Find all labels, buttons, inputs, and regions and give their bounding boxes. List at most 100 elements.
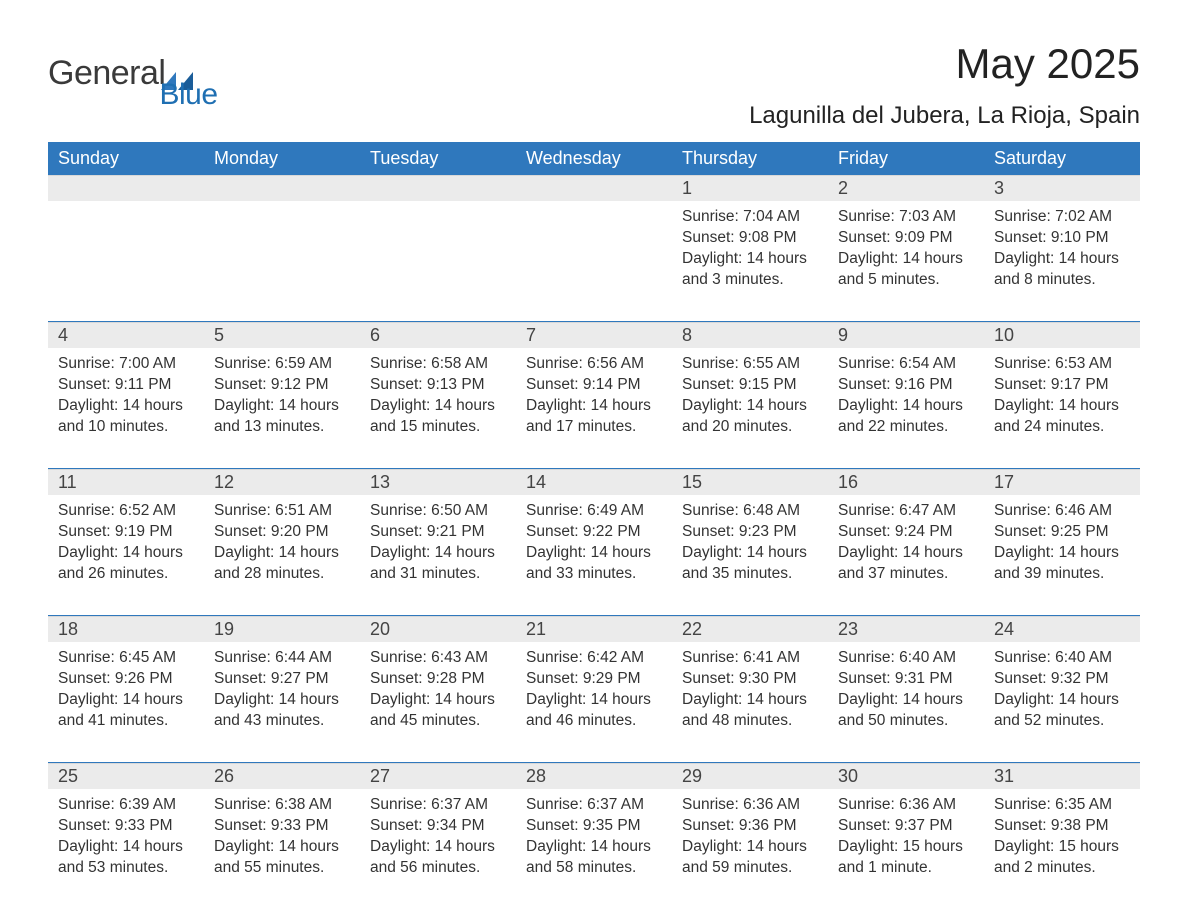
sunrise-line: Sunrise: 6:39 AM	[58, 795, 194, 816]
day-number: 15	[672, 469, 828, 495]
day-cell: 23Sunrise: 6:40 AMSunset: 9:31 PMDayligh…	[828, 616, 984, 744]
day-body: Sunrise: 6:54 AMSunset: 9:16 PMDaylight:…	[828, 348, 984, 442]
daylight-line: Daylight: 14 hours and 10 minutes.	[58, 396, 194, 438]
sunrise-line: Sunrise: 6:43 AM	[370, 648, 506, 669]
day-number: 21	[516, 616, 672, 642]
sunset-line: Sunset: 9:33 PM	[214, 816, 350, 837]
day-cell: .	[204, 175, 360, 303]
sunset-line: Sunset: 9:31 PM	[838, 669, 974, 690]
day-number: .	[360, 175, 516, 201]
week-row: 4Sunrise: 7:00 AMSunset: 9:11 PMDaylight…	[48, 321, 1140, 450]
day-cell: 24Sunrise: 6:40 AMSunset: 9:32 PMDayligh…	[984, 616, 1140, 744]
sunset-line: Sunset: 9:33 PM	[58, 816, 194, 837]
day-cell: 18Sunrise: 6:45 AMSunset: 9:26 PMDayligh…	[48, 616, 204, 744]
daylight-line: Daylight: 14 hours and 55 minutes.	[214, 837, 350, 879]
day-body: Sunrise: 6:44 AMSunset: 9:27 PMDaylight:…	[204, 642, 360, 736]
day-body: Sunrise: 7:04 AMSunset: 9:08 PMDaylight:…	[672, 201, 828, 295]
day-number: 18	[48, 616, 204, 642]
sunset-line: Sunset: 9:35 PM	[526, 816, 662, 837]
week-row: 18Sunrise: 6:45 AMSunset: 9:26 PMDayligh…	[48, 615, 1140, 744]
daylight-line: Daylight: 14 hours and 58 minutes.	[526, 837, 662, 879]
sunrise-line: Sunrise: 6:49 AM	[526, 501, 662, 522]
day-number: 17	[984, 469, 1140, 495]
day-number: 12	[204, 469, 360, 495]
sunrise-line: Sunrise: 6:35 AM	[994, 795, 1130, 816]
daylight-line: Daylight: 14 hours and 31 minutes.	[370, 543, 506, 585]
sunrise-line: Sunrise: 6:40 AM	[838, 648, 974, 669]
day-number: 1	[672, 175, 828, 201]
sunrise-line: Sunrise: 6:36 AM	[838, 795, 974, 816]
sunrise-line: Sunrise: 6:56 AM	[526, 354, 662, 375]
day-number: 4	[48, 322, 204, 348]
sunrise-line: Sunrise: 7:03 AM	[838, 207, 974, 228]
daylight-line: Daylight: 14 hours and 5 minutes.	[838, 249, 974, 291]
sunset-line: Sunset: 9:21 PM	[370, 522, 506, 543]
day-number: .	[204, 175, 360, 201]
daylight-line: Daylight: 14 hours and 22 minutes.	[838, 396, 974, 438]
day-cell: 6Sunrise: 6:58 AMSunset: 9:13 PMDaylight…	[360, 322, 516, 450]
dow-cell: Tuesday	[360, 142, 516, 175]
brand-word1: General	[48, 56, 165, 90]
sunset-line: Sunset: 9:36 PM	[682, 816, 818, 837]
daylight-line: Daylight: 14 hours and 41 minutes.	[58, 690, 194, 732]
day-cell: 31Sunrise: 6:35 AMSunset: 9:38 PMDayligh…	[984, 763, 1140, 891]
day-body: Sunrise: 6:35 AMSunset: 9:38 PMDaylight:…	[984, 789, 1140, 883]
day-number: 31	[984, 763, 1140, 789]
dow-row: SundayMondayTuesdayWednesdayThursdayFrid…	[48, 142, 1140, 175]
day-number: 25	[48, 763, 204, 789]
sunset-line: Sunset: 9:11 PM	[58, 375, 194, 396]
day-cell: 14Sunrise: 6:49 AMSunset: 9:22 PMDayligh…	[516, 469, 672, 597]
sunset-line: Sunset: 9:13 PM	[370, 375, 506, 396]
sunrise-line: Sunrise: 6:44 AM	[214, 648, 350, 669]
day-number: 10	[984, 322, 1140, 348]
day-cell: 8Sunrise: 6:55 AMSunset: 9:15 PMDaylight…	[672, 322, 828, 450]
sunrise-line: Sunrise: 6:52 AM	[58, 501, 194, 522]
daylight-line: Daylight: 14 hours and 15 minutes.	[370, 396, 506, 438]
title-block: May 2025 Lagunilla del Jubera, La Rioja,…	[749, 40, 1140, 138]
sunrise-line: Sunrise: 6:58 AM	[370, 354, 506, 375]
sunset-line: Sunset: 9:09 PM	[838, 228, 974, 249]
day-cell: 21Sunrise: 6:42 AMSunset: 9:29 PMDayligh…	[516, 616, 672, 744]
week-row: 11Sunrise: 6:52 AMSunset: 9:19 PMDayligh…	[48, 468, 1140, 597]
day-cell: 10Sunrise: 6:53 AMSunset: 9:17 PMDayligh…	[984, 322, 1140, 450]
sunset-line: Sunset: 9:24 PM	[838, 522, 974, 543]
sunset-line: Sunset: 9:37 PM	[838, 816, 974, 837]
day-cell: 27Sunrise: 6:37 AMSunset: 9:34 PMDayligh…	[360, 763, 516, 891]
brand-logo: General Blue	[48, 40, 262, 90]
day-cell: 22Sunrise: 6:41 AMSunset: 9:30 PMDayligh…	[672, 616, 828, 744]
month-title: May 2025	[749, 40, 1140, 88]
day-number: 7	[516, 322, 672, 348]
day-cell: 17Sunrise: 6:46 AMSunset: 9:25 PMDayligh…	[984, 469, 1140, 597]
day-body: Sunrise: 6:58 AMSunset: 9:13 PMDaylight:…	[360, 348, 516, 442]
day-cell: 3Sunrise: 7:02 AMSunset: 9:10 PMDaylight…	[984, 175, 1140, 303]
day-body: Sunrise: 6:55 AMSunset: 9:15 PMDaylight:…	[672, 348, 828, 442]
day-body: Sunrise: 6:36 AMSunset: 9:36 PMDaylight:…	[672, 789, 828, 883]
day-number: 30	[828, 763, 984, 789]
day-cell: 26Sunrise: 6:38 AMSunset: 9:33 PMDayligh…	[204, 763, 360, 891]
sunset-line: Sunset: 9:14 PM	[526, 375, 662, 396]
day-number: 20	[360, 616, 516, 642]
sunrise-line: Sunrise: 6:53 AM	[994, 354, 1130, 375]
day-body: Sunrise: 7:03 AMSunset: 9:09 PMDaylight:…	[828, 201, 984, 295]
sunset-line: Sunset: 9:34 PM	[370, 816, 506, 837]
day-cell: 11Sunrise: 6:52 AMSunset: 9:19 PMDayligh…	[48, 469, 204, 597]
day-number: 23	[828, 616, 984, 642]
day-cell: 1Sunrise: 7:04 AMSunset: 9:08 PMDaylight…	[672, 175, 828, 303]
daylight-line: Daylight: 14 hours and 13 minutes.	[214, 396, 350, 438]
day-body: Sunrise: 7:00 AMSunset: 9:11 PMDaylight:…	[48, 348, 204, 442]
day-number: 13	[360, 469, 516, 495]
day-number: 5	[204, 322, 360, 348]
day-cell: 4Sunrise: 7:00 AMSunset: 9:11 PMDaylight…	[48, 322, 204, 450]
day-body: Sunrise: 6:40 AMSunset: 9:32 PMDaylight:…	[984, 642, 1140, 736]
sunrise-line: Sunrise: 6:36 AM	[682, 795, 818, 816]
day-cell: 29Sunrise: 6:36 AMSunset: 9:36 PMDayligh…	[672, 763, 828, 891]
day-body: Sunrise: 6:40 AMSunset: 9:31 PMDaylight:…	[828, 642, 984, 736]
sunset-line: Sunset: 9:32 PM	[994, 669, 1130, 690]
day-body: Sunrise: 6:51 AMSunset: 9:20 PMDaylight:…	[204, 495, 360, 589]
day-number: .	[516, 175, 672, 201]
day-body: Sunrise: 6:52 AMSunset: 9:19 PMDaylight:…	[48, 495, 204, 589]
day-cell: 28Sunrise: 6:37 AMSunset: 9:35 PMDayligh…	[516, 763, 672, 891]
sunrise-line: Sunrise: 6:37 AM	[370, 795, 506, 816]
sunrise-line: Sunrise: 6:50 AM	[370, 501, 506, 522]
day-body: Sunrise: 6:48 AMSunset: 9:23 PMDaylight:…	[672, 495, 828, 589]
